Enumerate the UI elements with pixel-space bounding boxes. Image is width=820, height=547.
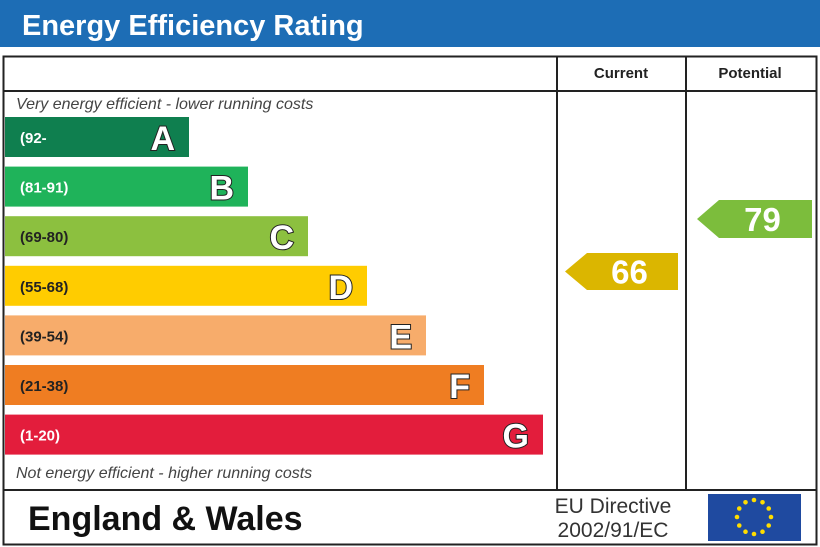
current-rating-arrow bbox=[565, 253, 678, 290]
band-f-bar bbox=[5, 365, 484, 405]
eu-star bbox=[751, 531, 757, 537]
band-d-bar bbox=[5, 265, 367, 306]
band-d-range: (55-68) bbox=[20, 279, 68, 296]
band-b-range: (81-91) bbox=[20, 180, 68, 197]
eu-star bbox=[760, 529, 765, 535]
band-a-bar bbox=[5, 117, 189, 157]
band-c-letter: C bbox=[269, 219, 294, 257]
potential-rating-value: 79 bbox=[744, 201, 781, 238]
eu-star bbox=[736, 506, 742, 511]
band-e-range: (39-54) bbox=[20, 328, 68, 345]
frame bbox=[2, 55, 818, 546]
directive-line1: EU Directive bbox=[555, 495, 672, 518]
eu-star bbox=[734, 514, 740, 520]
band-c-bar bbox=[5, 216, 308, 257]
band-e-letter: E bbox=[389, 318, 412, 356]
eu-star bbox=[766, 506, 772, 511]
potential-rating-arrow bbox=[697, 200, 812, 238]
eu-star bbox=[766, 523, 772, 528]
current-rating-value: 66 bbox=[611, 254, 648, 291]
band-d-letter: D bbox=[328, 269, 353, 307]
eu-star bbox=[743, 499, 748, 505]
band-g-bar bbox=[5, 414, 543, 455]
potential-column-header: Potential bbox=[718, 65, 781, 82]
top-note: Very energy efficient - lower running co… bbox=[16, 96, 313, 113]
band-b-bar bbox=[5, 166, 248, 207]
region-label: England & Wales bbox=[28, 500, 303, 538]
band-b-letter: B bbox=[209, 170, 234, 208]
directive-line2: 2002/91/EC bbox=[558, 519, 669, 542]
current-column-header: Current bbox=[594, 65, 648, 82]
eu-flag-icon bbox=[708, 494, 801, 541]
eu-star bbox=[751, 497, 757, 503]
band-c-range: (69-80) bbox=[20, 229, 68, 246]
band-g-range: (1-20) bbox=[20, 428, 60, 445]
band-a-letter: A bbox=[150, 120, 175, 158]
eu-star bbox=[760, 499, 765, 505]
eu-star bbox=[768, 514, 774, 520]
band-g-letter: G bbox=[503, 418, 529, 456]
chart-title: Energy Efficiency Rating bbox=[22, 10, 364, 42]
band-f-range: (21-38) bbox=[20, 378, 68, 395]
band-e-bar bbox=[5, 315, 426, 356]
bottom-note: Not energy efficient - higher running co… bbox=[16, 465, 312, 482]
eu-star bbox=[743, 529, 748, 535]
eu-star bbox=[736, 523, 742, 528]
band-a-range: (92- bbox=[20, 130, 47, 147]
band-f-letter: F bbox=[449, 368, 470, 406]
title-bar bbox=[0, 0, 820, 47]
